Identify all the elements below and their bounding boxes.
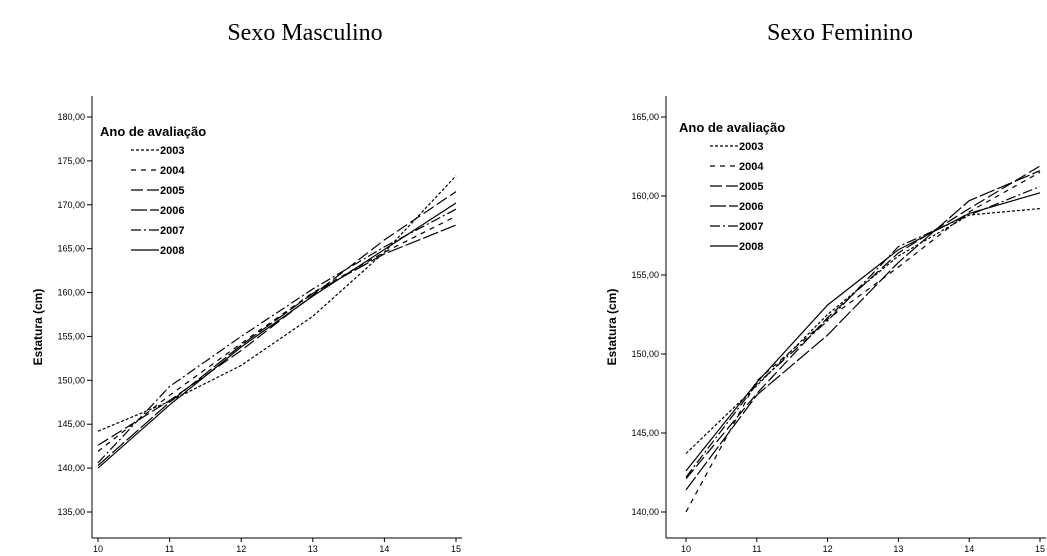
x-tick-label: 11 bbox=[165, 544, 174, 554]
legend-item-2006: 2006 bbox=[160, 205, 184, 217]
legend-item-2007: 2007 bbox=[739, 221, 763, 233]
y-tick-label: 175,00 bbox=[57, 156, 85, 166]
y-tick-label: 150,00 bbox=[631, 349, 659, 359]
y-tick-label: 165,00 bbox=[57, 244, 85, 254]
x-tick-label: 10 bbox=[681, 544, 691, 554]
y-tick-label: 180,00 bbox=[57, 112, 85, 122]
x-tick-label: 13 bbox=[893, 544, 903, 554]
y-tick-label: 160,00 bbox=[631, 191, 659, 201]
legend-item-2007: 2007 bbox=[160, 225, 184, 237]
legend-item-2004: 2004 bbox=[739, 161, 764, 173]
y-axis-label: Estatura (cm) bbox=[605, 289, 619, 366]
series-line-2008 bbox=[97, 202, 457, 469]
x-tick-label: 15 bbox=[451, 544, 461, 554]
legend-item-2008: 2008 bbox=[739, 241, 763, 253]
x-tick-label: 11 bbox=[752, 544, 761, 554]
y-tick-label: 140,00 bbox=[631, 507, 659, 517]
series-line-2003 bbox=[97, 175, 457, 432]
legend-item-2008: 2008 bbox=[160, 245, 184, 257]
series-line-2004 bbox=[97, 215, 457, 452]
y-tick-label: 145,00 bbox=[631, 428, 659, 438]
legend-item-2006: 2006 bbox=[739, 201, 763, 213]
plot-masculino: 135,00 140,00 145,00 150,00 155,00 160,00 165,… bbox=[31, 96, 462, 554]
series-line-2007 bbox=[97, 208, 457, 464]
chart-title-masculino: Sexo Masculino bbox=[227, 20, 382, 46]
legend-title: Ano de avaliação bbox=[679, 120, 785, 135]
legend-item-2004: 2004 bbox=[160, 165, 185, 177]
y-axis-label: Estatura (cm) bbox=[31, 289, 45, 366]
series-line-2005 bbox=[97, 191, 457, 446]
y-tick-label: 150,00 bbox=[57, 375, 85, 385]
series-line-2006 bbox=[685, 170, 1041, 491]
x-tick-label: 12 bbox=[236, 544, 246, 554]
x-tick-label: 15 bbox=[1035, 544, 1045, 554]
legend-item-2003: 2003 bbox=[160, 145, 184, 157]
y-tick-label: 170,00 bbox=[57, 200, 85, 210]
x-tick-label: 14 bbox=[379, 544, 389, 554]
y-tick-label: 145,00 bbox=[57, 419, 85, 429]
y-tick-label: 165,00 bbox=[631, 112, 659, 122]
legend-item-2003: 2003 bbox=[739, 141, 763, 153]
y-tick-label: 155,00 bbox=[631, 270, 659, 280]
series-line-2008 bbox=[685, 192, 1041, 472]
y-tick-label: 140,00 bbox=[57, 463, 85, 473]
legend-title: Ano de avaliação bbox=[100, 124, 206, 139]
x-tick-label: 10 bbox=[93, 544, 103, 554]
legend-item-2005: 2005 bbox=[160, 185, 184, 197]
chart-title-feminino: Sexo Feminino bbox=[767, 20, 913, 46]
x-tick-label: 13 bbox=[308, 544, 318, 554]
y-tick-label: 135,00 bbox=[57, 507, 85, 517]
series-line-2006 bbox=[97, 224, 457, 466]
plot-feminino: 140,00 145,00 150,00 155,00 160,00 165,00 10 11… bbox=[605, 96, 1046, 554]
series-line-2005 bbox=[685, 165, 1041, 480]
legend-item-2005: 2005 bbox=[739, 181, 763, 193]
y-tick-label: 155,00 bbox=[57, 331, 85, 341]
y-tick-label: 160,00 bbox=[57, 288, 85, 298]
x-tick-label: 12 bbox=[823, 544, 833, 554]
x-tick-label: 14 bbox=[964, 544, 974, 554]
series-line-2004 bbox=[685, 171, 1041, 513]
